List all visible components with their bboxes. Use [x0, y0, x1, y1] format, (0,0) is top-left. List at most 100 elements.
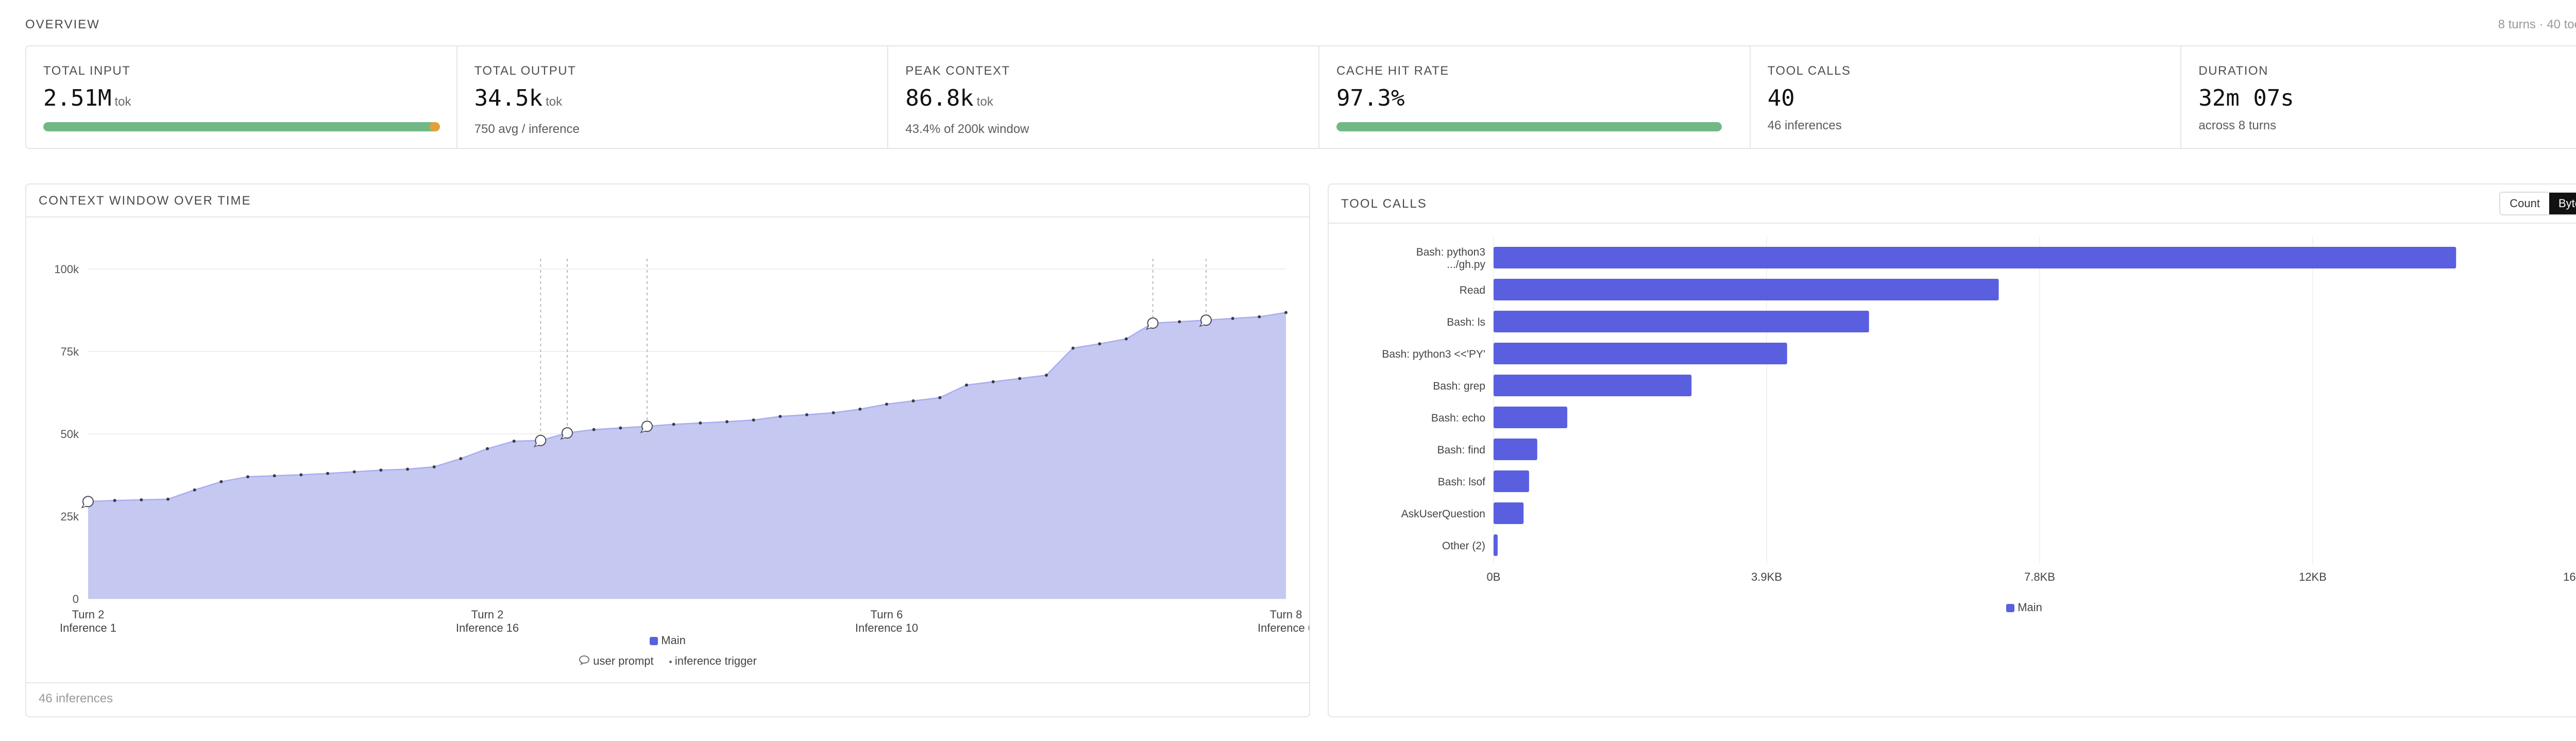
user-prompt-marker-tail	[533, 443, 539, 448]
inference-point	[672, 423, 675, 426]
inference-point	[299, 473, 303, 477]
inference-point	[832, 411, 835, 415]
inference-point	[699, 421, 702, 425]
stat-value: 97.3%	[1336, 85, 1405, 111]
x-tick-label: 7.8KB	[2024, 570, 2055, 583]
inference-point	[113, 499, 116, 502]
user-prompt-marker-tail	[1146, 325, 1151, 330]
tools-legend: Main	[1844, 601, 2205, 614]
inference-point	[778, 415, 782, 418]
area-fill	[88, 312, 1286, 599]
user-prompt-marker-tail	[1199, 322, 1205, 327]
stat-label: TOTAL OUTPUT	[474, 64, 577, 78]
bar	[1494, 502, 1524, 524]
inference-point	[938, 396, 942, 399]
bar	[1494, 247, 2456, 268]
bar	[1494, 279, 1999, 300]
inference-point	[805, 413, 808, 416]
context-legend-series: Main	[26, 634, 1309, 647]
inference-point	[1098, 342, 1101, 346]
y-tick-label: 0	[73, 593, 79, 605]
stat-total-input: TOTAL INPUT 2.51M tok	[26, 46, 457, 148]
input-progress-cap	[430, 122, 440, 131]
panel-title: TOOL CALLS	[1341, 197, 1427, 211]
category-label: Bash: find	[1437, 444, 1485, 456]
series-line-main	[88, 312, 1286, 502]
overview-label: OVERVIEW	[25, 18, 100, 31]
inference-point	[991, 380, 995, 383]
inference-point	[326, 471, 329, 475]
bar	[1494, 343, 1787, 364]
x-tick-label: Inference 16	[456, 621, 519, 634]
bar	[1494, 407, 1568, 428]
category-label: Bash: echo	[1431, 412, 1485, 424]
inference-point	[379, 468, 383, 472]
inference-point	[273, 474, 276, 478]
category-label: Bash: python3	[1416, 246, 1485, 258]
inference-point	[246, 475, 249, 479]
stat-sub: 43.4% of 200k window	[905, 122, 1029, 136]
user-prompt-marker-tail	[81, 503, 87, 509]
category-label: Bash: python3 <<'PY'	[1382, 348, 1485, 360]
inference-point	[166, 497, 170, 501]
bar	[1494, 375, 1692, 396]
category-label: Read	[1460, 284, 1485, 296]
inference-point	[1258, 315, 1261, 318]
dot-icon	[669, 660, 672, 663]
stat-label: DURATION	[2198, 64, 2268, 78]
x-tick-label: 16KB	[2563, 570, 2576, 583]
toggle-bytes-button[interactable]: Bytes	[2549, 193, 2576, 214]
stat-label: TOTAL INPUT	[43, 64, 131, 78]
legend-series-label: Main	[661, 634, 686, 647]
y-tick-label: 50k	[61, 428, 79, 441]
category-label: Other (2)	[1442, 540, 1485, 552]
stat-unit: tok	[114, 95, 131, 109]
inference-point	[1125, 337, 1128, 341]
stat-value: 2.51M tok	[43, 85, 131, 111]
inference-point	[965, 383, 968, 387]
panel-title: CONTEXT WINDOW OVER TIME	[39, 194, 251, 208]
legend-prompt-label: user prompt	[593, 654, 654, 667]
category-label: Bash: ls	[1447, 316, 1485, 328]
context-legend-markers: user prompt inference trigger	[26, 654, 1309, 669]
user-prompt-marker	[535, 434, 547, 446]
category-label: AskUserQuestion	[1401, 508, 1485, 520]
stat-cache-hit-rate: CACHE HIT RATE 97.3%	[1319, 46, 1751, 148]
cache-progress-fill	[1336, 122, 1722, 131]
inference-point	[352, 470, 356, 474]
stat-label: CACHE HIT RATE	[1336, 64, 1449, 78]
stat-value: 32m 07s	[2198, 85, 2294, 111]
user-prompt-marker	[562, 427, 573, 439]
x-tick-label: Turn 2	[471, 608, 504, 621]
x-tick-label: 12KB	[2299, 570, 2327, 583]
overview-summary: 8 turns · 40 tool calls	[2498, 18, 2576, 31]
user-prompt-marker	[641, 420, 653, 432]
inference-point	[1018, 377, 1022, 380]
y-tick-label: 100k	[54, 263, 79, 276]
legend-swatch	[2006, 604, 2015, 613]
bar	[1494, 470, 1529, 492]
stat-total-output: TOTAL OUTPUT 34.5k tok 750 avg / inferenc…	[457, 46, 889, 148]
input-progress-fill	[43, 122, 434, 131]
user-prompt-marker	[1200, 314, 1212, 326]
stat-unit: tok	[976, 95, 993, 109]
tool-calls-chart: Bash: python3.../gh.py Read Bash: ls Bash: …	[1382, 237, 2576, 583]
stats-row: TOTAL INPUT 2.51M tok TOTAL OUTPUT 34.5k t…	[25, 45, 2576, 149]
toggle-count-button[interactable]: Count	[2510, 197, 2540, 210]
stat-tool-calls: TOOL CALLS 40 46 inferences	[1751, 46, 2182, 148]
legend-series-label: Main	[2018, 601, 2042, 614]
user-prompt-marker-tail	[640, 428, 646, 433]
x-tick-label: Inference 6	[1258, 621, 1309, 634]
cache-progress-bar	[1336, 122, 1722, 131]
category-label: Bash: lsof	[1438, 476, 1485, 488]
speech-bubble-icon	[579, 654, 590, 669]
y-tick-label: 25k	[61, 510, 79, 523]
legend-trigger-label: inference trigger	[674, 654, 757, 667]
inference-point	[592, 428, 596, 431]
stat-peak-context: PEAK CONTEXT 86.8k tok 43.4% of 200k wind…	[888, 46, 1320, 148]
inference-point	[219, 480, 223, 483]
inference-point	[459, 457, 463, 460]
inference-point	[486, 447, 489, 450]
inference-point	[1071, 346, 1075, 350]
user-prompt-marker	[82, 496, 94, 508]
